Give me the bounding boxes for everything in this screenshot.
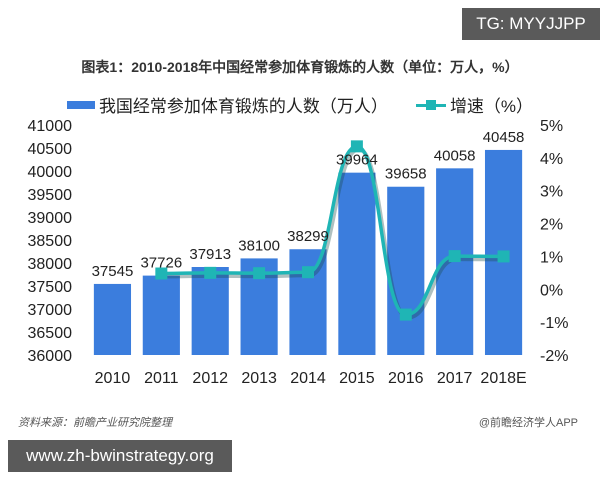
x-axis-label: 2017 (437, 370, 473, 387)
right-axis-tick: 1% (540, 249, 563, 266)
right-axis-tick: 3% (540, 184, 563, 201)
legend-item-bar: 我国经常参加体育锻炼的人数（万人） (66, 92, 388, 117)
right-axis-tick: -2% (540, 348, 568, 365)
legend-item-line: 增速（%） (415, 92, 534, 117)
growth-rate-marker (350, 140, 363, 153)
bar-value-label: 38100 (238, 237, 280, 254)
bar-2012 (191, 267, 229, 355)
right-axis-tick: 2% (540, 217, 563, 234)
source-note: 资料来源：前瞻产业研究院整理 (18, 417, 172, 429)
right-axis-tick: -1% (540, 315, 568, 332)
x-axis-label: 2010 (95, 370, 131, 387)
growth-rate-marker (497, 250, 510, 263)
x-axis-label: 2012 (192, 370, 228, 387)
bar-value-label: 40458 (483, 129, 525, 146)
x-axis-label: 2015 (339, 370, 375, 387)
legend-bar-label: 我国经常参加体育锻炼的人数（万人） (98, 97, 388, 116)
x-axis-label: 2018E (480, 370, 526, 387)
url-watermark-badge: www.zh-bwinstrategy.org (8, 440, 232, 472)
left-axis-tick: 36000 (28, 348, 73, 365)
tg-watermark-badge: TG: MYYJJPP (462, 8, 600, 40)
right-axis-tick: 4% (540, 151, 563, 168)
x-axis-label: 2013 (241, 370, 277, 387)
left-axis-tick: 40000 (28, 164, 73, 181)
left-axis-tick: 36500 (28, 325, 73, 342)
x-axis-label: 2014 (290, 370, 326, 387)
right-axis-tick: 0% (540, 282, 563, 299)
left-axis-tick: 38500 (28, 233, 73, 250)
legend-line-swatch-icon (415, 99, 446, 110)
bar-value-label: 38299 (287, 228, 329, 245)
left-axis-tick: 39000 (28, 210, 73, 227)
growth-rate-marker (448, 250, 461, 263)
bar-value-label: 37545 (92, 263, 134, 280)
bar-2016 (387, 186, 425, 355)
bar-2015 (338, 172, 376, 355)
left-axis-tick: 39500 (28, 187, 73, 204)
credit-text: @前瞻经济学人APP (478, 417, 578, 429)
bar-2011 (142, 275, 180, 355)
bar-value-label: 37726 (140, 255, 182, 272)
combo-chart: 41000 40500 40000 39500 39000 38500 38000 37500… (28, 118, 569, 387)
x-axis-label: 2011 (144, 370, 179, 387)
bar-value-label: 40058 (434, 147, 476, 164)
growth-rate-marker (155, 267, 168, 280)
left-axis-tick: 37500 (28, 279, 73, 296)
chart-title: 图表1：2010-2018年中国经常参加体育锻炼的人数（单位：万人，%） (81, 59, 519, 75)
left-axis-tick: 38000 (28, 256, 73, 273)
legend-line-label: 增速（%） (449, 97, 534, 116)
bar-value-label: 37913 (189, 246, 231, 263)
growth-rate-marker (253, 267, 266, 280)
right-axis-tick: 5% (540, 118, 563, 135)
legend-bar-swatch-icon (66, 100, 95, 109)
bar-value-label: 39658 (385, 166, 427, 183)
left-axis-tick: 40500 (28, 141, 73, 158)
growth-rate-line (161, 144, 504, 317)
bar-2010 (93, 283, 132, 355)
x-axis-label: 2016 (388, 370, 424, 387)
growth-rate-marker (302, 266, 314, 279)
growth-rate-marker (204, 266, 217, 279)
left-axis-tick: 41000 (28, 118, 73, 135)
left-axis-tick: 37000 (28, 302, 73, 319)
growth-rate-marker (399, 308, 412, 321)
bar-value-label: 39964 (336, 152, 378, 169)
chart-legend: 我国经常参加体育锻炼的人数（万人） 增速（%） (0, 92, 600, 117)
